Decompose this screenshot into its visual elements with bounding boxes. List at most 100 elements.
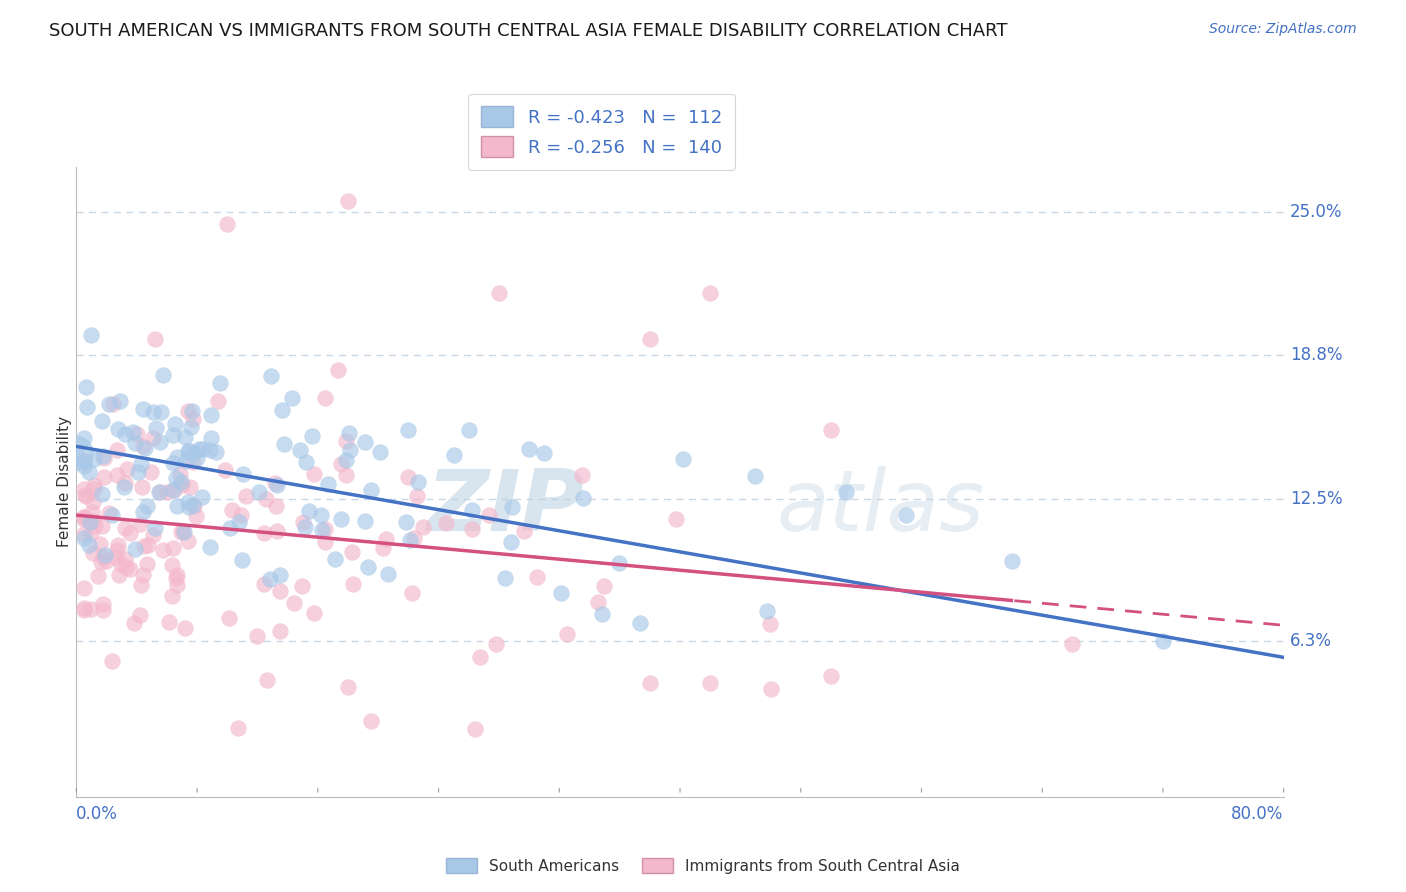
Point bbox=[246, 629, 269, 643]
Point bbox=[219, 521, 242, 535]
Point bbox=[759, 617, 782, 632]
Text: 25.0%: 25.0% bbox=[1289, 203, 1343, 221]
Point bbox=[550, 586, 572, 600]
Point bbox=[122, 425, 145, 439]
Y-axis label: Female Disability: Female Disability bbox=[58, 417, 72, 548]
Point bbox=[132, 567, 155, 582]
Point bbox=[214, 463, 236, 477]
Point bbox=[82, 546, 104, 560]
Point bbox=[136, 538, 159, 552]
Point bbox=[271, 403, 294, 417]
Point bbox=[461, 522, 484, 536]
Point bbox=[93, 451, 115, 466]
Point bbox=[79, 538, 101, 552]
Point bbox=[84, 518, 107, 533]
Point bbox=[129, 458, 152, 472]
Point bbox=[200, 408, 222, 422]
Point bbox=[163, 483, 186, 498]
Point bbox=[406, 475, 429, 489]
Point bbox=[339, 443, 361, 458]
Point bbox=[501, 500, 523, 515]
Point bbox=[152, 543, 174, 558]
Point bbox=[221, 503, 243, 517]
Point bbox=[330, 512, 353, 526]
Point bbox=[399, 533, 422, 547]
Point bbox=[105, 468, 128, 483]
Point bbox=[323, 552, 346, 566]
Point bbox=[134, 441, 156, 455]
Point bbox=[191, 442, 214, 456]
Point bbox=[301, 429, 323, 443]
Point bbox=[162, 483, 184, 497]
Point bbox=[148, 485, 170, 500]
Point bbox=[73, 512, 96, 526]
Point bbox=[170, 475, 193, 489]
Point bbox=[1152, 634, 1174, 648]
Point bbox=[172, 477, 194, 491]
Point bbox=[254, 491, 277, 506]
Point bbox=[281, 391, 304, 405]
Point bbox=[93, 469, 115, 483]
Point bbox=[65, 446, 87, 460]
Point bbox=[314, 534, 336, 549]
Point bbox=[98, 396, 121, 410]
Point bbox=[159, 615, 181, 629]
Point bbox=[114, 552, 136, 566]
Text: atlas: atlas bbox=[776, 466, 984, 549]
Point bbox=[302, 606, 325, 620]
Point bbox=[83, 452, 105, 467]
Point bbox=[73, 527, 96, 541]
Point bbox=[73, 454, 96, 468]
Point bbox=[114, 521, 136, 535]
Point bbox=[443, 448, 465, 462]
Point bbox=[129, 577, 152, 591]
Point bbox=[173, 524, 195, 539]
Point bbox=[820, 423, 842, 437]
Point bbox=[73, 510, 96, 524]
Point bbox=[142, 404, 165, 418]
Point bbox=[107, 422, 129, 436]
Point bbox=[65, 446, 87, 460]
Point bbox=[231, 508, 253, 523]
Point bbox=[228, 515, 250, 529]
Point bbox=[198, 443, 221, 458]
Point bbox=[494, 571, 516, 585]
Point bbox=[533, 446, 555, 460]
Point bbox=[136, 500, 159, 514]
Point bbox=[571, 468, 593, 483]
Point bbox=[665, 512, 688, 526]
Point bbox=[314, 522, 336, 536]
Point bbox=[273, 437, 295, 451]
Point bbox=[259, 572, 281, 586]
Point bbox=[181, 498, 204, 512]
Point bbox=[263, 476, 285, 491]
Point bbox=[136, 557, 159, 571]
Point bbox=[405, 489, 427, 503]
Point bbox=[132, 539, 155, 553]
Point bbox=[373, 541, 395, 556]
Point bbox=[114, 427, 136, 442]
Point bbox=[232, 467, 254, 482]
Point bbox=[375, 532, 398, 546]
Point bbox=[155, 485, 177, 500]
Point bbox=[173, 524, 195, 539]
Point bbox=[177, 443, 200, 458]
Point bbox=[73, 581, 96, 595]
Point bbox=[517, 442, 540, 456]
Point bbox=[122, 615, 145, 630]
Point bbox=[90, 555, 112, 569]
Point bbox=[152, 368, 174, 382]
Point bbox=[91, 549, 114, 564]
Point bbox=[94, 548, 117, 562]
Point bbox=[162, 541, 184, 555]
Point bbox=[101, 397, 124, 411]
Point bbox=[183, 499, 205, 513]
Point bbox=[173, 621, 195, 635]
Point bbox=[200, 431, 222, 445]
Point bbox=[292, 515, 315, 529]
Point bbox=[104, 550, 127, 565]
Text: ZIP: ZIP bbox=[426, 466, 583, 549]
Point bbox=[835, 485, 858, 500]
Point bbox=[592, 579, 614, 593]
Point bbox=[166, 567, 188, 582]
